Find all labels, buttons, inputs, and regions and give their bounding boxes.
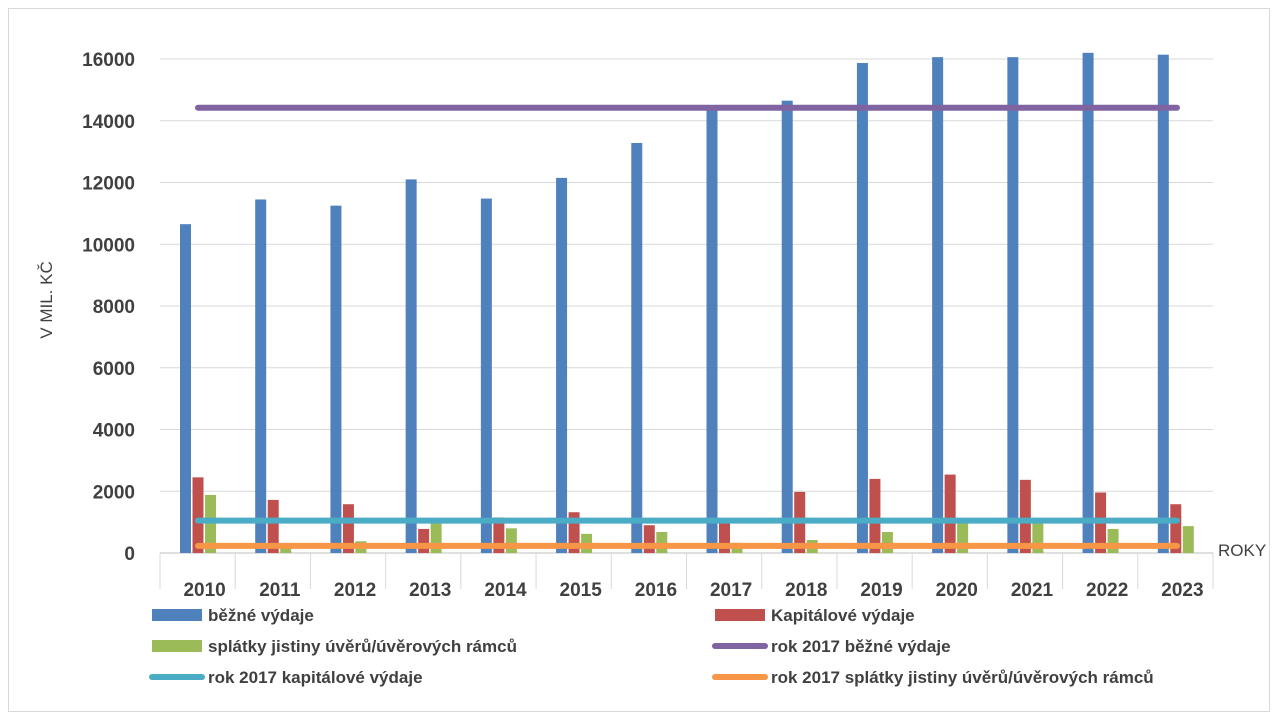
legend-label: rok 2017 běžné výdaje xyxy=(771,637,951,656)
gridlines xyxy=(159,58,1214,589)
y-axis-title: V MIL. KČ xyxy=(37,261,56,338)
bar xyxy=(719,520,730,553)
bar xyxy=(568,512,580,553)
bar xyxy=(631,142,643,554)
x-tick-label: 2018 xyxy=(785,580,827,601)
x-axis-title: ROKY xyxy=(1218,541,1266,560)
x-tick-label: 2021 xyxy=(1011,580,1054,601)
bar xyxy=(932,57,944,554)
bar xyxy=(405,179,417,553)
x-axis-ticks: 2010 2011 2012 2013 2014 2015 2016 2017 2018 2019… xyxy=(183,580,1203,601)
bars xyxy=(180,52,1194,554)
legend: běžné výdaje Kapitálové výdaje splátky jis… xyxy=(149,606,1154,687)
bar xyxy=(944,474,956,553)
bar xyxy=(1019,479,1031,553)
bar xyxy=(656,532,668,553)
bar xyxy=(1032,520,1044,553)
legend-label: rok 2017 kapitálové výdaje xyxy=(208,668,423,687)
bar xyxy=(330,205,342,553)
y-tick-label: 2000 xyxy=(93,482,135,503)
x-tick-label: 2019 xyxy=(860,580,902,601)
x-tick-label: 2016 xyxy=(635,580,677,601)
bar xyxy=(255,199,267,553)
bar xyxy=(1107,528,1119,553)
legend-label: rok 2017 splátky jistiny úvěrů/úvěrových… xyxy=(771,668,1154,687)
bar xyxy=(556,177,568,553)
legend-swatch xyxy=(152,640,202,652)
bar xyxy=(180,224,191,553)
bar xyxy=(1157,54,1169,554)
x-tick-label: 2020 xyxy=(936,580,978,601)
bar xyxy=(643,525,655,553)
legend-label: splátky jistiny úvěrů/úvěrových rámců xyxy=(208,637,517,656)
bar xyxy=(1182,526,1194,553)
bar xyxy=(856,63,868,554)
x-tick-label: 2014 xyxy=(484,580,527,601)
legend-label: běžné výdaje xyxy=(208,606,314,625)
bar xyxy=(881,532,893,553)
bar xyxy=(493,517,505,553)
y-tick-label: 4000 xyxy=(93,421,135,442)
y-tick-label: 8000 xyxy=(93,297,135,318)
x-tick-label: 2013 xyxy=(409,580,451,601)
y-tick-label: 14000 xyxy=(82,112,135,133)
bar xyxy=(781,100,793,554)
reference-lines xyxy=(195,104,1180,549)
bar xyxy=(418,528,430,553)
bar xyxy=(1082,52,1094,553)
y-tick-label: 10000 xyxy=(82,235,135,256)
y-tick-label: 12000 xyxy=(82,174,135,195)
bar xyxy=(957,520,969,553)
bar xyxy=(267,499,279,553)
x-tick-label: 2015 xyxy=(560,580,603,601)
bar xyxy=(1170,504,1182,553)
bar xyxy=(430,520,442,553)
bar xyxy=(480,198,492,553)
y-tick-label: 6000 xyxy=(93,359,135,380)
legend-swatch xyxy=(152,609,202,621)
legend-label: Kapitálové výdaje xyxy=(771,606,915,625)
bar xyxy=(205,494,216,553)
x-tick-label: 2012 xyxy=(334,580,376,601)
bar xyxy=(505,528,517,553)
x-tick-label: 2010 xyxy=(183,580,225,601)
bar xyxy=(869,478,881,553)
bar xyxy=(706,108,718,554)
y-axis-ticks: 0 2000 4000 6000 8000 10000 12000 14000 16000 xyxy=(82,50,135,565)
bar xyxy=(1007,57,1019,554)
bar xyxy=(342,504,354,553)
y-tick-label: 0 xyxy=(124,544,135,565)
x-tick-label: 2011 xyxy=(259,580,301,601)
legend-swatch xyxy=(715,609,765,621)
x-tick-label: 2017 xyxy=(710,580,752,601)
x-tick-label: 2022 xyxy=(1086,580,1128,601)
bar xyxy=(192,477,204,553)
y-tick-label: 16000 xyxy=(82,50,135,71)
x-tick-label: 2023 xyxy=(1161,580,1203,601)
